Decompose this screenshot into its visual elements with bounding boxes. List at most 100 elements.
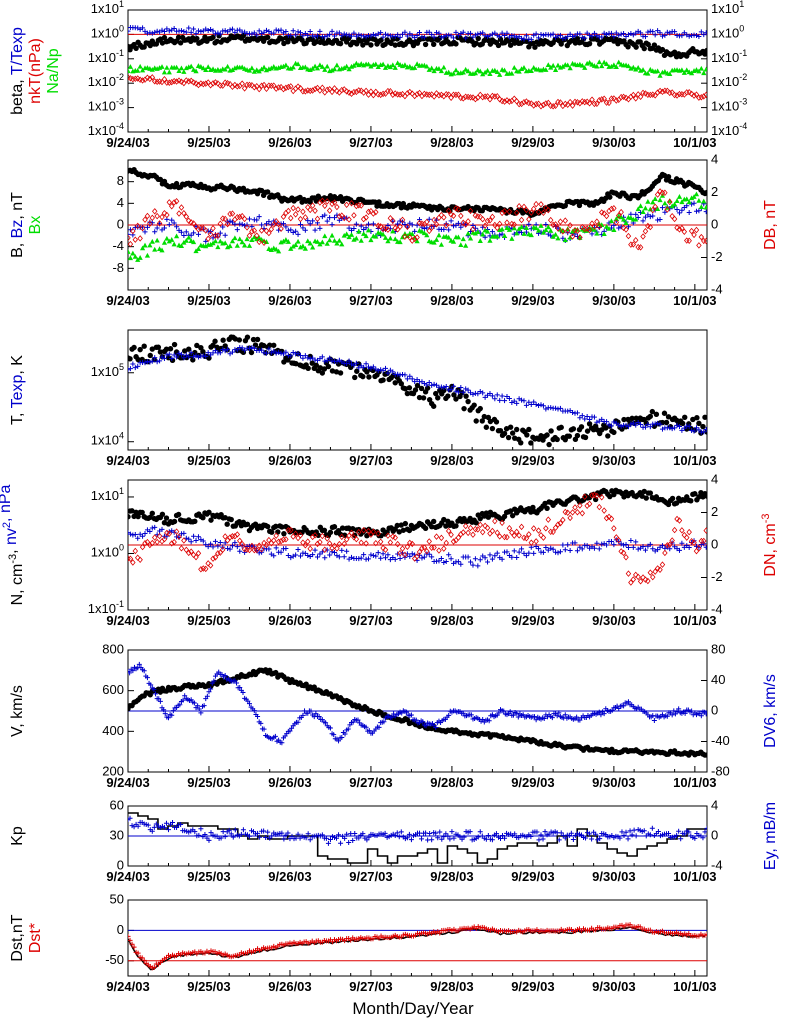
data-point-plus xyxy=(703,544,707,550)
data-point-plus xyxy=(492,553,498,559)
data-point-plus xyxy=(316,713,322,719)
data-point-diamond xyxy=(268,225,275,233)
data-point-plus xyxy=(497,34,503,40)
data-point-plus xyxy=(689,428,695,434)
series-group xyxy=(128,661,707,758)
y-tick-label: 600 xyxy=(102,682,124,697)
data-point-plus xyxy=(578,832,584,838)
data-point-plus xyxy=(195,231,201,237)
data-point-plus xyxy=(514,400,520,406)
data-point-plus xyxy=(249,345,255,351)
data-point-plus xyxy=(222,28,228,34)
data-point-plus xyxy=(339,735,345,741)
data-point-diamond xyxy=(523,206,530,214)
data-point-diamond xyxy=(256,85,262,93)
data-point-plus xyxy=(281,836,287,842)
data-point-plus xyxy=(514,554,520,560)
data-point-diamond xyxy=(285,526,292,534)
data-point-plus xyxy=(353,360,359,366)
data-point-diamond xyxy=(365,527,372,535)
data-point-plus xyxy=(625,545,631,551)
data-point-plus xyxy=(638,421,644,427)
data-point-diamond xyxy=(212,554,219,561)
data-point-triangle xyxy=(288,65,294,71)
data-point-diamond xyxy=(645,577,651,585)
data-point-diamond xyxy=(608,95,615,102)
data-point-triangle xyxy=(608,63,615,69)
data-point-plus xyxy=(201,703,207,709)
data-point-dot xyxy=(576,202,583,209)
data-point-plus xyxy=(489,229,495,235)
data-point-plus xyxy=(285,830,291,836)
data-point-triangle xyxy=(465,230,471,236)
y-axis-label: B, Bz, nT xyxy=(9,192,26,258)
data-point-diamond xyxy=(567,514,573,522)
data-point-triangle xyxy=(344,231,350,237)
data-point-plus xyxy=(460,29,466,35)
data-point-diamond xyxy=(496,533,503,540)
data-point-diamond xyxy=(688,538,695,545)
data-point-diamond xyxy=(363,87,369,95)
data-point-triangle xyxy=(501,233,508,238)
data-point-plus xyxy=(645,421,651,427)
data-point-plus xyxy=(700,835,706,841)
data-point-dot xyxy=(546,441,552,448)
data-point-plus xyxy=(239,543,245,549)
data-point-dot xyxy=(404,390,411,397)
data-point-plus xyxy=(210,544,216,550)
data-point-triangle xyxy=(511,64,517,70)
date-label: 9/28/03 xyxy=(430,453,473,468)
data-point-diamond xyxy=(516,203,522,210)
data-point-diamond xyxy=(606,99,612,107)
data-point-dot xyxy=(378,37,384,43)
data-point-diamond xyxy=(348,200,355,207)
data-point-plus xyxy=(385,552,391,558)
data-point-plus xyxy=(703,711,707,717)
data-point-plus xyxy=(423,723,429,729)
data-point-diamond xyxy=(484,217,491,225)
data-point-diamond xyxy=(249,542,255,550)
data-point-diamond xyxy=(552,102,559,109)
data-point-triangle xyxy=(334,240,340,246)
data-point-plus xyxy=(433,725,439,731)
data-point-plus xyxy=(131,944,137,950)
data-point-triangle xyxy=(215,244,221,250)
data-point-diamond xyxy=(562,217,569,224)
data-point-plus xyxy=(358,555,364,561)
data-point-plus xyxy=(145,822,151,828)
data-point-plus xyxy=(341,31,347,37)
data-point-plus xyxy=(128,531,133,537)
data-point-triangle xyxy=(509,236,515,241)
data-point-triangle xyxy=(681,70,687,75)
data-point-plus xyxy=(398,829,404,835)
data-point-triangle xyxy=(290,243,296,249)
data-point-plus xyxy=(540,549,546,555)
data-point-plus xyxy=(171,220,177,226)
data-point-diamond xyxy=(594,218,600,225)
data-point-plus xyxy=(562,547,568,553)
data-point-plus xyxy=(245,698,251,704)
data-point-plus xyxy=(679,33,685,39)
data-point-plus xyxy=(674,206,680,212)
data-point-diamond xyxy=(139,543,146,551)
data-point-dot xyxy=(461,405,467,412)
data-point-dot xyxy=(430,403,437,409)
data-point-plus xyxy=(272,733,278,739)
y2-tick-label: 1x10-1 xyxy=(711,48,747,65)
series-group xyxy=(128,922,707,971)
data-point-plus xyxy=(589,33,595,39)
data-point-diamond xyxy=(154,78,160,86)
data-point-diamond xyxy=(295,83,301,90)
data-point-dot xyxy=(584,428,591,434)
data-point-plus xyxy=(679,540,685,546)
data-point-triangle xyxy=(458,242,464,248)
y-axis-label: Dst,nT xyxy=(9,914,26,961)
data-point-plus xyxy=(161,707,167,713)
data-point-plus xyxy=(300,712,306,718)
data-point-plus xyxy=(255,830,261,836)
data-point-dot xyxy=(524,38,530,44)
data-point-dot xyxy=(680,420,686,427)
data-point-diamond xyxy=(200,225,207,232)
data-point-plus xyxy=(446,712,452,718)
data-point-diamond xyxy=(479,215,486,223)
